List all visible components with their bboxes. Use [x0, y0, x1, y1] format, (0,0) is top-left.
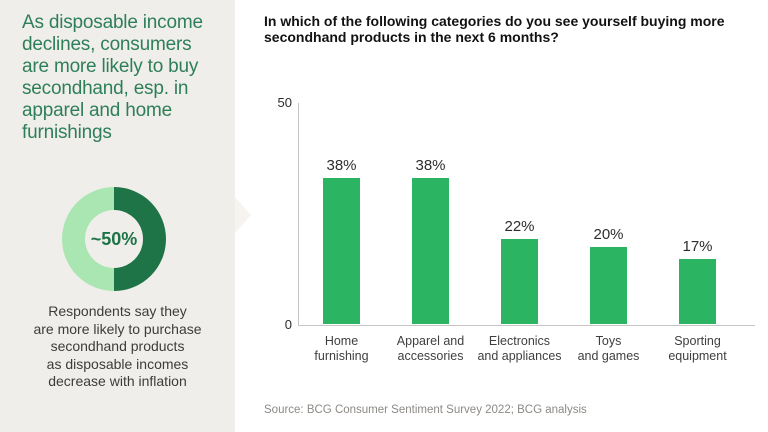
category-label: Home furnishing [314, 334, 369, 363]
category-label: Sporting equipment [668, 334, 727, 363]
caption-line: as disposable incomes [46, 355, 189, 372]
category-label: Electronics and appliances [477, 334, 562, 363]
bar-apparel-and-accessories [412, 178, 449, 324]
category-label: Apparel and accessories [396, 334, 465, 363]
headline-line: As disposable income [22, 12, 203, 33]
caption-line: decrease with inflation [48, 373, 187, 389]
bar-electronics-and-appliances [501, 239, 538, 324]
bar-sporting-equipment [679, 259, 716, 324]
donut-chart: ~50% [62, 187, 166, 291]
headline-line: declines, consumers [22, 34, 192, 55]
headline-line: secondhand, esp. in [22, 78, 189, 99]
sidebar-headline: As disposable income declines, consumers a… [22, 12, 222, 144]
chevron-right-arrow-icon [235, 197, 251, 233]
bar-value-label: 22% [504, 218, 535, 235]
headline-line: are more likely to buy [22, 56, 199, 77]
source-note: Source: BCG Consumer Sentiment Survey 20… [264, 404, 587, 416]
sidebar: As disposable income declines, consumers a… [0, 0, 235, 432]
donut-hole: ~50% [85, 210, 143, 268]
bar-value-label: 17% [682, 238, 713, 255]
caption-line: are more likely to purchase [33, 320, 202, 337]
bar-home-furnishing [323, 178, 360, 324]
bar-chart-plot-area: 38% 38% 22% 20% 17% [298, 103, 755, 326]
chart-question-title: In which of the following categories do … [264, 13, 725, 45]
sidebar-caption: Respondents say they are more likely to p… [5, 303, 230, 391]
headline-line: furnishings [22, 122, 112, 143]
headline-line: apparel and home [22, 100, 172, 121]
bar-value-label: 20% [593, 226, 624, 243]
bar-value-label: 38% [415, 157, 446, 174]
caption-line: Respondents say they [48, 303, 187, 319]
category-label: Toys and games [577, 334, 640, 363]
caption-line: secondhand products [50, 338, 185, 354]
y-axis-tick-50: 50 [277, 95, 292, 110]
bar-toys-and-games [590, 247, 627, 324]
donut-value-label: ~50% [90, 228, 138, 249]
bar-value-label: 38% [326, 157, 357, 174]
x-axis-line [298, 325, 755, 326]
y-axis-line [298, 103, 299, 325]
y-axis-tick-0: 0 [284, 317, 292, 332]
